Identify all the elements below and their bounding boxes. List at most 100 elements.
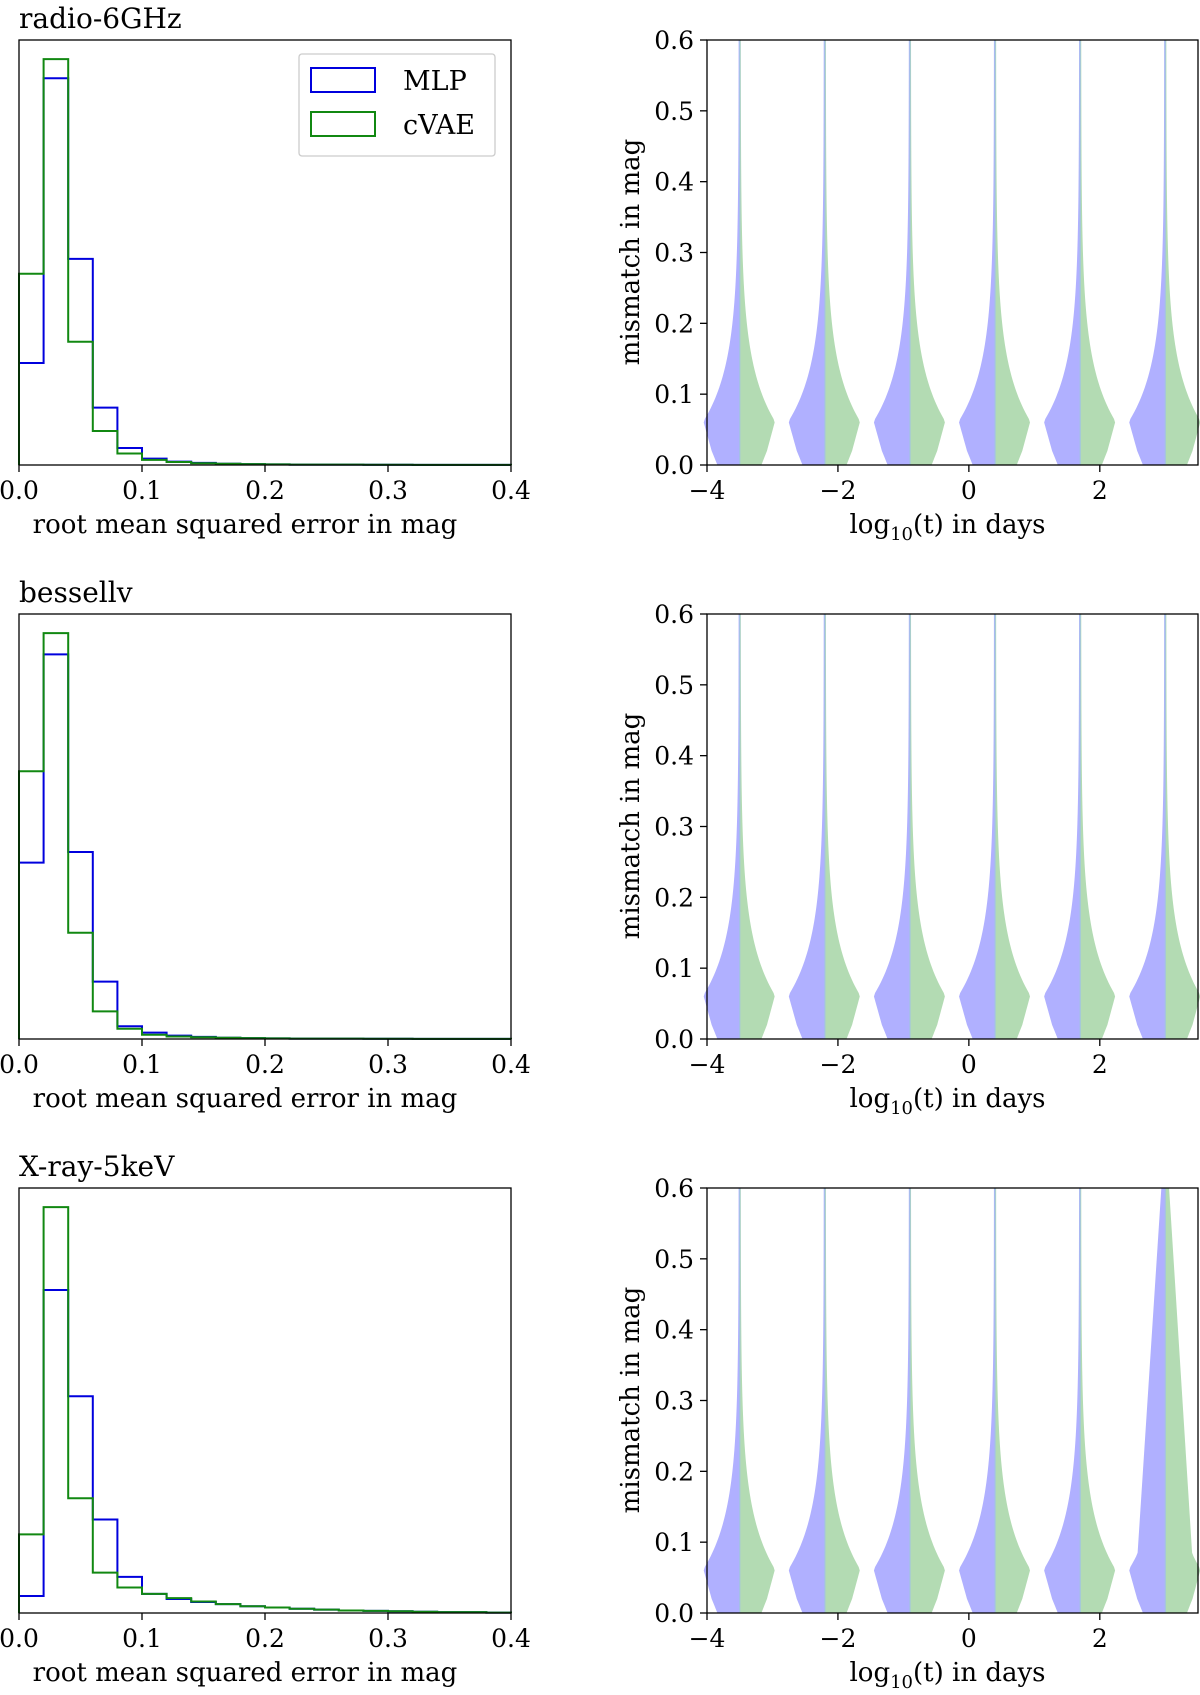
y-axis-label: mismatch in mag bbox=[616, 1287, 646, 1514]
violin-right-half bbox=[1080, 1188, 1116, 1613]
violin-right-half bbox=[909, 40, 945, 465]
violin-axes-frame bbox=[706, 613, 1199, 1040]
x-axis-label: root mean squared error in mag bbox=[33, 1084, 458, 1114]
x-tick-label: −4 bbox=[689, 1624, 726, 1653]
violin-left-half bbox=[1044, 1188, 1081, 1613]
violin-left-half bbox=[703, 1188, 740, 1613]
violin-right-half bbox=[824, 614, 860, 1039]
x-tick-label: −2 bbox=[820, 1624, 857, 1653]
y-tick-label: 0.6 bbox=[654, 26, 694, 55]
violin-left-half bbox=[703, 614, 740, 1039]
violin-right-half bbox=[739, 614, 775, 1039]
violin-left-half bbox=[788, 1188, 825, 1613]
x-tick-label: 0 bbox=[961, 1624, 977, 1653]
x-axis-label: root mean squared error in mag bbox=[33, 510, 458, 540]
x-tick-label: −4 bbox=[689, 476, 726, 505]
x-tick-label: 0 bbox=[961, 1050, 977, 1079]
legend-swatch-cvae bbox=[310, 111, 376, 137]
x-axis-label-rest: (t) in days bbox=[913, 1658, 1046, 1688]
violin-left-half bbox=[788, 614, 825, 1039]
violin-left-half bbox=[959, 40, 996, 465]
violin-panel-2: 0.0 0.1 0.2 0.3 0.4 0.5 0.6 −4 −2 0 2 mismatch in m… bbox=[616, 600, 1200, 1119]
violin-right-half bbox=[909, 1188, 945, 1613]
legend: MLP cVAE bbox=[298, 53, 496, 157]
violin-left-half bbox=[873, 40, 910, 465]
x-tick-label: 0.3 bbox=[368, 1050, 408, 1079]
x-axis-label-log: log bbox=[849, 510, 890, 540]
x-tick-label: 0.1 bbox=[122, 476, 162, 505]
x-tick-label: 2 bbox=[1092, 476, 1108, 505]
x-tick-label: 0.1 bbox=[122, 1050, 162, 1079]
violin-right-half bbox=[1165, 1188, 1200, 1613]
y-axis-label: mismatch in mag bbox=[616, 139, 646, 366]
x-tick-label: 0.2 bbox=[245, 1050, 285, 1079]
violin-left-half bbox=[1129, 614, 1166, 1039]
x-axis-label-subscript: 10 bbox=[890, 524, 913, 545]
violin-left-half bbox=[1044, 614, 1081, 1039]
legend-label-mlp: MLP bbox=[403, 66, 467, 97]
violin-left-half bbox=[959, 614, 996, 1039]
y-tick-label: 0.5 bbox=[654, 1245, 694, 1274]
y-tick-label: 0.2 bbox=[654, 883, 694, 912]
y-axis-label: mismatch in mag bbox=[616, 713, 646, 940]
violin-right-half bbox=[739, 40, 775, 465]
legend-label-cvae: cVAE bbox=[403, 110, 475, 141]
violin-right-half bbox=[1080, 40, 1116, 465]
x-tick-label: 0.2 bbox=[245, 476, 285, 505]
x-axis-label-subscript: 10 bbox=[890, 1672, 913, 1693]
violin-axes-frame bbox=[706, 1187, 1199, 1614]
y-tick-label: 0.2 bbox=[654, 309, 694, 338]
y-tick-label: 0.3 bbox=[654, 1387, 694, 1416]
x-tick-label: 0.0 bbox=[0, 1624, 39, 1653]
violin-left-half bbox=[873, 1188, 910, 1613]
y-tick-label: 0.4 bbox=[654, 1316, 694, 1345]
legend-box bbox=[298, 53, 496, 157]
y-tick-label: 0.3 bbox=[654, 813, 694, 842]
violin-right-half bbox=[909, 614, 945, 1039]
x-axis-label-log: log bbox=[849, 1658, 890, 1688]
x-tick-label: 2 bbox=[1092, 1050, 1108, 1079]
violin-left-half bbox=[959, 1188, 996, 1613]
histogram-panel-3: X-ray-5keV 0.0 0.1 0.2 0.3 0.4 root mean squar… bbox=[0, 1150, 531, 1688]
x-tick-label: −2 bbox=[820, 1050, 857, 1079]
violin-right-half bbox=[1080, 614, 1116, 1039]
x-tick-label: 0.0 bbox=[0, 1050, 39, 1079]
violin-panel-1: 0.0 0.1 0.2 0.3 0.4 0.5 0.6 −4 −2 0 2 mismatch in m… bbox=[616, 26, 1200, 545]
x-tick-label: 0.3 bbox=[368, 1624, 408, 1653]
x-tick-label: 0.4 bbox=[491, 1624, 531, 1653]
y-tick-label: 0.0 bbox=[654, 451, 694, 480]
x-axis-label: log10(t) in days bbox=[849, 510, 1045, 545]
y-tick-label: 0.4 bbox=[654, 168, 694, 197]
violin-right-half bbox=[1165, 40, 1200, 465]
violin-right-half bbox=[995, 1188, 1030, 1613]
histogram-panel-1: radio-6GHz 0.0 0.1 0.2 0.3 0.4 root mean squar… bbox=[0, 2, 531, 540]
x-tick-label: 0.2 bbox=[245, 1624, 285, 1653]
violin-axes-frame bbox=[706, 39, 1199, 466]
violin-right-half bbox=[739, 1188, 775, 1613]
y-tick-label: 0.4 bbox=[654, 742, 694, 771]
y-tick-label: 0.3 bbox=[654, 239, 694, 268]
violin-right-half bbox=[995, 614, 1030, 1039]
x-tick-label: 0.4 bbox=[491, 1050, 531, 1079]
histogram-title: bessellv bbox=[19, 576, 133, 609]
x-axis-label: log10(t) in days bbox=[849, 1084, 1045, 1119]
y-tick-label: 0.1 bbox=[654, 954, 694, 983]
violin-left-half bbox=[1129, 40, 1166, 465]
x-tick-label: 2 bbox=[1092, 1624, 1108, 1653]
y-tick-label: 0.1 bbox=[654, 380, 694, 409]
y-tick-label: 0.0 bbox=[654, 1025, 694, 1054]
legend-swatch-mlp bbox=[310, 67, 376, 93]
y-tick-label: 0.2 bbox=[654, 1457, 694, 1486]
y-tick-label: 0.6 bbox=[654, 1174, 694, 1203]
violin-right-half bbox=[824, 40, 860, 465]
histogram-title: radio-6GHz bbox=[19, 2, 182, 35]
x-tick-label: 0.4 bbox=[491, 476, 531, 505]
x-axis-label-rest: (t) in days bbox=[913, 1084, 1046, 1114]
x-axis-label: log10(t) in days bbox=[849, 1658, 1045, 1693]
x-axis-label: root mean squared error in mag bbox=[33, 1658, 458, 1688]
violin-left-half bbox=[873, 614, 910, 1039]
violin-left-half bbox=[1044, 40, 1081, 465]
violin-right-half bbox=[995, 40, 1030, 465]
y-tick-label: 0.0 bbox=[654, 1599, 694, 1628]
